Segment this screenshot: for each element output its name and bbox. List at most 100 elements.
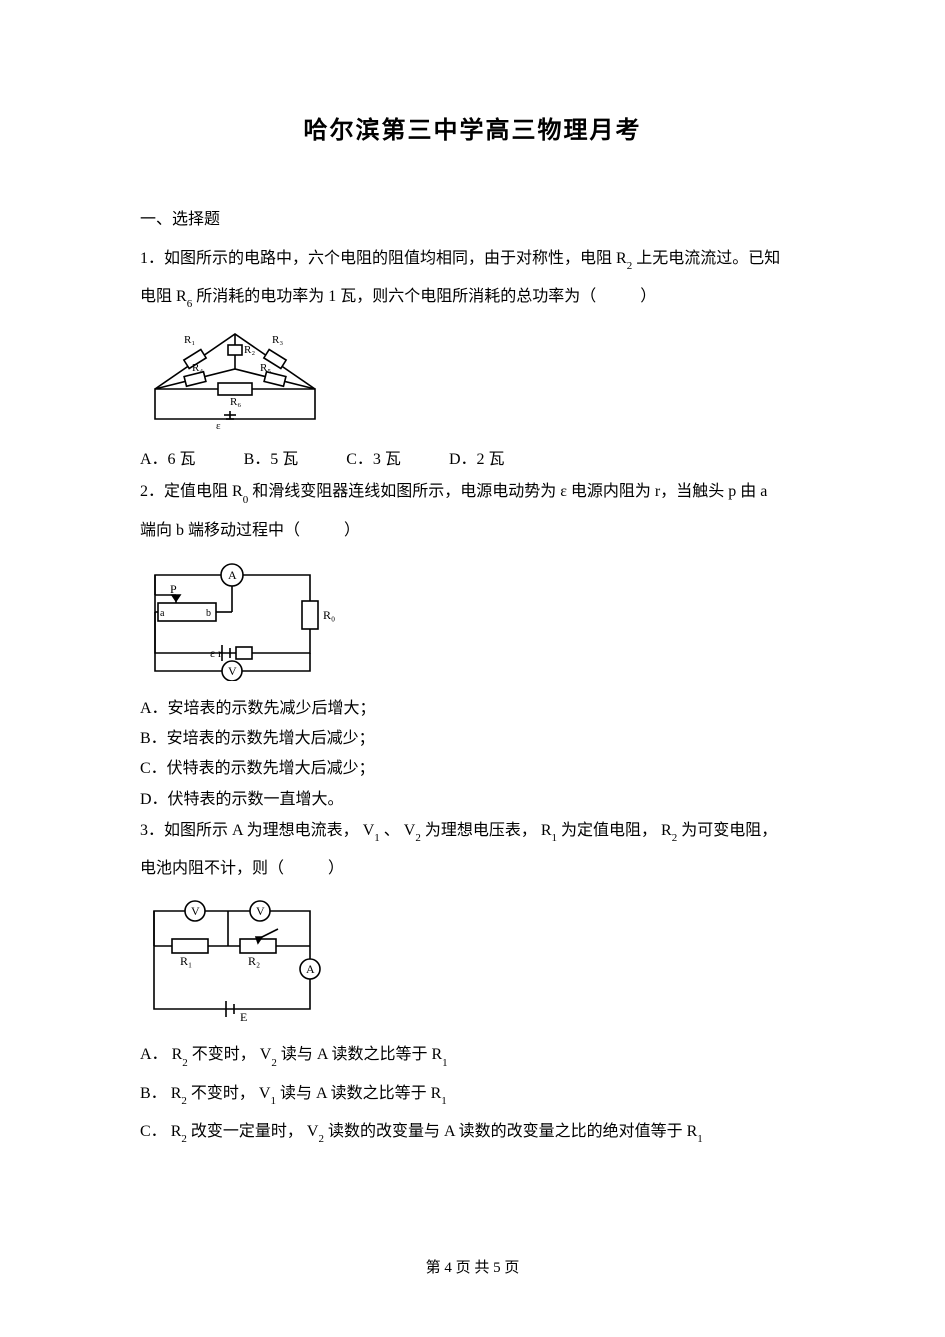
page-footer: 第 4 页 共 5 页 xyxy=(0,1256,945,1277)
section-heading: 一、选择题 xyxy=(140,205,805,229)
text: 读数的改变量与 A 读数的改变量之比的绝对值等于 xyxy=(328,1123,683,1140)
sub: 1 xyxy=(442,1057,448,1069)
text: 、 xyxy=(384,822,400,839)
V: V xyxy=(260,1046,272,1063)
text: 为定值电阻， xyxy=(561,822,657,839)
label-E: E xyxy=(240,1010,247,1024)
label-R2: R₂ xyxy=(248,954,260,968)
R: R xyxy=(661,822,672,839)
q3-stem-line-1: 3．如图所示 A 为理想电流表， V1 、 V2 为理想电压表， R1 为定值电… xyxy=(140,815,805,847)
text: 读与 A 读数之比等于 xyxy=(280,1085,427,1102)
label-V: V xyxy=(228,664,237,678)
text: 不变时， xyxy=(192,1046,256,1063)
R: R xyxy=(176,288,187,305)
sub: 1 xyxy=(374,832,380,844)
label-Er: ε r xyxy=(210,646,222,660)
label-R4: R₄ xyxy=(192,362,203,374)
q2-circuit-diagram: A R₀ ε r V P a b xyxy=(140,553,805,686)
symbol-R1: R1 xyxy=(687,1123,703,1140)
sub: 2 xyxy=(672,832,678,844)
text: 读与 A 读数之比等于 xyxy=(281,1046,428,1063)
q2-opt-b: B．安培表的示数先增大后减少； xyxy=(140,724,805,754)
label-E: ε xyxy=(216,420,221,431)
symbol-R2: R2 xyxy=(616,250,632,267)
q3-opt-b: B． R2 不变时， V1 读与 A 读数之比等于 R1 xyxy=(140,1078,805,1110)
q3-stem-line-2: 电池内阻不计，则（ ） xyxy=(140,853,805,885)
q1-opt-d: D．2 瓦 xyxy=(449,444,505,476)
text: 端向 b 端移动过程中（ xyxy=(140,522,300,539)
R: R xyxy=(432,1046,443,1063)
q1-opt-b: B．5 瓦 xyxy=(244,444,299,476)
R: R xyxy=(541,822,552,839)
label-R1: R₁ xyxy=(180,954,192,968)
R: R xyxy=(431,1085,442,1102)
text: C． xyxy=(140,1123,167,1140)
label-R3: R₃ xyxy=(272,334,283,346)
sub: 1 xyxy=(441,1095,447,1107)
symbol-V1: V1 xyxy=(259,1085,276,1102)
sub: 2 xyxy=(271,1057,277,1069)
page: 哈尔滨第三中学高三物理月考 一、选择题 1．如图所示的电路中，六个电阻的阻值均相… xyxy=(0,0,945,1337)
symbol-V1: V1 xyxy=(363,822,380,839)
symbol-R0: R0 xyxy=(232,483,248,500)
symbol-R2: R2 xyxy=(661,822,677,839)
text: 电池内阻不计，则（ xyxy=(140,860,284,877)
q2-opt-a: A．安培表的示数先减少后增大； xyxy=(140,694,805,724)
label-R6: R₆ xyxy=(230,396,241,408)
label-R2: R₂ xyxy=(244,344,255,356)
text: 和滑线变阻器连线如图所示，电源电动势为 ε 电源内阻为 r，当触头 p 由 a xyxy=(252,483,767,500)
symbol-R2: R2 xyxy=(171,1085,187,1102)
symbol-V2: V2 xyxy=(260,1046,277,1063)
text: 为可变电阻， xyxy=(681,822,777,839)
R: R xyxy=(171,1085,182,1102)
sub: 0 xyxy=(243,494,249,506)
label-A: A xyxy=(306,962,315,976)
q1-circuit-diagram: R₁ R₃ R₂ R₄ R₅ R₆ ε xyxy=(140,319,805,436)
sub: 2 xyxy=(627,260,633,272)
sub: 2 xyxy=(181,1095,187,1107)
sub: 2 xyxy=(415,832,421,844)
text: 为理想电压表， xyxy=(425,822,537,839)
label-a: a xyxy=(160,608,165,619)
label-V1: V xyxy=(191,904,200,918)
symbol-R1: R1 xyxy=(431,1085,447,1102)
text: A． xyxy=(140,1046,168,1063)
sub: 1 xyxy=(552,832,558,844)
q1-stem-line-1: 1．如图所示的电路中，六个电阻的阻值均相同，由于对称性，电阻 R2 上无电流流过… xyxy=(140,243,805,275)
V: V xyxy=(363,822,375,839)
R: R xyxy=(172,1046,183,1063)
sub: 2 xyxy=(181,1133,187,1145)
sub: 2 xyxy=(318,1133,324,1145)
q1-options: A．6 瓦 B．5 瓦 C．3 瓦 D．2 瓦 xyxy=(140,444,805,476)
label-R0: R₀ xyxy=(323,608,335,622)
text: 上无电流流过。已知 xyxy=(636,250,780,267)
label-R5: R₅ xyxy=(260,362,271,374)
text: 1．如图所示的电路中，六个电阻的阻值均相同，由于对称性，电阻 xyxy=(140,250,616,267)
q3-opt-a: A． R2 不变时， V2 读与 A 读数之比等于 R1 xyxy=(140,1039,805,1071)
text: 改变一定量时， xyxy=(191,1123,303,1140)
page-title: 哈尔滨第三中学高三物理月考 xyxy=(140,110,805,145)
sub: 1 xyxy=(697,1133,703,1145)
q2-opt-c: C．伏特表的示数先增大后减少； xyxy=(140,754,805,784)
q1-opt-a: A．6 瓦 xyxy=(140,444,196,476)
V: V xyxy=(259,1085,271,1102)
symbol-R1: R1 xyxy=(541,822,557,839)
symbol-R2: R2 xyxy=(172,1046,188,1063)
text: 不变时， xyxy=(191,1085,255,1102)
text: B． xyxy=(140,1085,167,1102)
text: ） xyxy=(328,860,344,877)
text: 电阻 xyxy=(140,288,172,305)
text: ） xyxy=(344,522,360,539)
q1-opt-c: C．3 瓦 xyxy=(346,444,401,476)
text: 所消耗的电功率为 1 瓦，则六个电阻所消耗的总功率为（ xyxy=(196,288,596,305)
R: R xyxy=(616,250,627,267)
V: V xyxy=(404,822,416,839)
label-P: P xyxy=(170,582,177,596)
symbol-R2: R2 xyxy=(171,1123,187,1140)
R: R xyxy=(687,1123,698,1140)
symbol-R6: R6 xyxy=(176,288,192,305)
R: R xyxy=(232,483,243,500)
R: R xyxy=(171,1123,182,1140)
text: 3．如图所示 A 为理想电流表， xyxy=(140,822,359,839)
label-V2: V xyxy=(256,904,265,918)
